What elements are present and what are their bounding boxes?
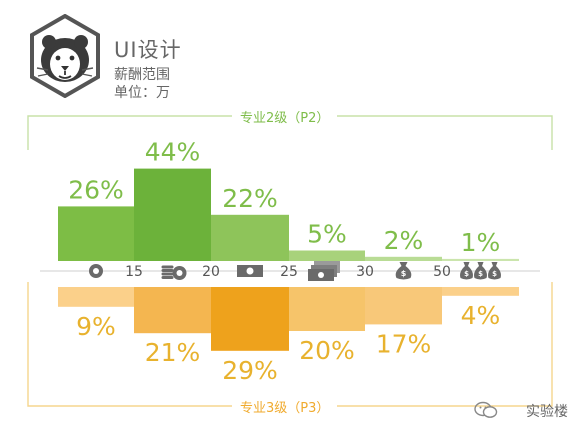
money-bag-shape bbox=[395, 262, 412, 280]
p3-data-label: 9% bbox=[76, 312, 116, 341]
p3-data-label: 20% bbox=[299, 336, 355, 365]
coin-center bbox=[176, 270, 183, 276]
p2-data-label: 5% bbox=[307, 220, 347, 249]
x-tick-label: 15 bbox=[125, 264, 143, 280]
p2-data-label: 22% bbox=[222, 184, 278, 213]
axis-band bbox=[40, 260, 540, 288]
header: UI设计 薪酬范围 单位：万 bbox=[28, 14, 248, 104]
x-tick-label: 25 bbox=[280, 264, 298, 280]
p2-bar bbox=[289, 250, 365, 261]
coin-stack-layer bbox=[161, 276, 174, 279]
p3-data-label: 29% bbox=[222, 356, 278, 385]
p3-frame-label: 专业3级（P3） bbox=[232, 397, 338, 416]
p2-data-label: 1% bbox=[461, 228, 501, 257]
p3-data-label: 4% bbox=[461, 301, 501, 330]
money-bag-shape bbox=[488, 262, 501, 280]
coin-center bbox=[93, 268, 99, 274]
lion-logo-icon bbox=[30, 14, 100, 98]
dollar-sign: $ bbox=[492, 270, 497, 278]
x-tick-label: 20 bbox=[202, 264, 220, 280]
watermark: 实验楼 bbox=[526, 404, 568, 420]
p2-bar bbox=[442, 258, 519, 261]
coin-stack-icon bbox=[161, 265, 187, 280]
dollar-sign: $ bbox=[401, 269, 407, 278]
p2-bar bbox=[365, 256, 442, 261]
p2-frame-label: 专业2级（P2） bbox=[232, 107, 338, 126]
banknote-icon bbox=[237, 265, 263, 277]
money-bags-icon: $ $ $ bbox=[460, 262, 501, 280]
money-bag-shape bbox=[474, 262, 487, 280]
banknote-center bbox=[246, 267, 254, 275]
money-bag-shape bbox=[460, 262, 473, 280]
p2-data-label: 26% bbox=[68, 175, 124, 204]
p2-bar bbox=[134, 168, 211, 261]
p3-bar bbox=[365, 287, 442, 325]
p3-data-label: 17% bbox=[376, 329, 432, 358]
p3-data-label: 21% bbox=[145, 338, 201, 367]
dollar-sign: $ bbox=[478, 270, 483, 278]
p3-bar bbox=[134, 287, 211, 334]
x-tick-label: 50 bbox=[433, 264, 451, 280]
x-tick-label: 30 bbox=[356, 264, 374, 280]
coin-icon bbox=[89, 264, 103, 278]
p2-data-label: 2% bbox=[384, 226, 424, 255]
money-bag-icon: $ bbox=[395, 262, 412, 280]
banknote-stack-icon bbox=[308, 261, 340, 281]
p3-bar bbox=[442, 287, 519, 296]
dollar-sign: $ bbox=[464, 270, 469, 278]
p2-bar bbox=[211, 214, 289, 261]
coin-stack-layer bbox=[161, 265, 174, 269]
p2-bar bbox=[58, 206, 134, 261]
page-subtitle: 薪酬范围 bbox=[114, 67, 170, 83]
p3-bar bbox=[211, 287, 289, 351]
banknote-center bbox=[318, 272, 324, 278]
coin-stack-layer bbox=[161, 272, 174, 276]
unit-label: 单位：万 bbox=[114, 85, 170, 101]
wechat-icon bbox=[474, 401, 498, 418]
p3-bar bbox=[58, 287, 134, 307]
page-title: UI设计 bbox=[114, 38, 182, 62]
p2-data-label: 44% bbox=[145, 138, 201, 167]
p3-bar bbox=[289, 287, 365, 331]
coin-stack-layer bbox=[161, 269, 174, 272]
